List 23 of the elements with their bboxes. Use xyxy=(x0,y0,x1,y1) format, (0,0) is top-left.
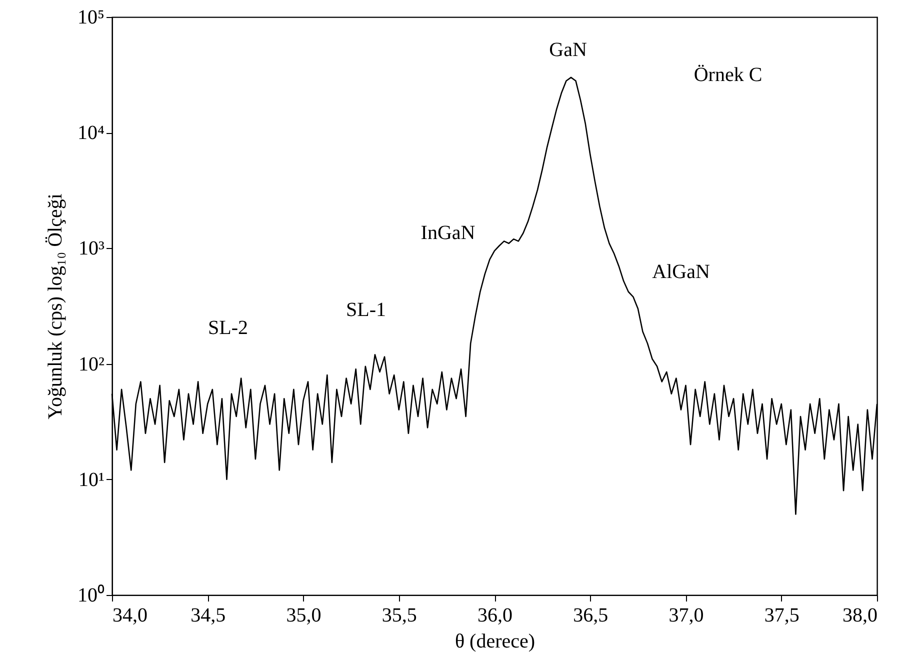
x-tick-label: 37,0 xyxy=(668,604,704,626)
y-axis-title: Yoğunluk (cps) log₁₀ Ölçeği xyxy=(44,193,66,420)
y-tick-label: 10⁴ xyxy=(78,122,105,144)
annotation: SL-1 xyxy=(346,299,386,321)
annotation: Örnek C xyxy=(694,64,762,86)
x-tick-label: 36,0 xyxy=(478,604,512,626)
x-axis-title: θ (derece) xyxy=(454,630,536,652)
annotation: InGaN xyxy=(420,222,476,244)
annotation: SL-2 xyxy=(208,317,248,339)
y-tick-label: 10⁵ xyxy=(78,6,104,28)
y-tick-label: 10⁰ xyxy=(78,584,104,606)
x-tick-label: 36,5 xyxy=(573,604,608,626)
y-tick-label: 10³ xyxy=(78,238,104,260)
x-tick-label: 34,5 xyxy=(190,604,226,626)
y-tick-label: 10¹ xyxy=(78,468,104,491)
annotation: AlGaN xyxy=(652,261,710,283)
x-tick-label: 35,0 xyxy=(286,604,322,626)
annotation: GaN xyxy=(549,39,587,61)
y-tick-label: 10² xyxy=(78,353,104,376)
x-tick-label: 34,0 xyxy=(112,604,148,626)
x-tick-label: 35,5 xyxy=(382,604,417,626)
x-tick-label: 38,0 xyxy=(842,604,878,626)
x-tick-label: 37,5 xyxy=(764,604,800,626)
